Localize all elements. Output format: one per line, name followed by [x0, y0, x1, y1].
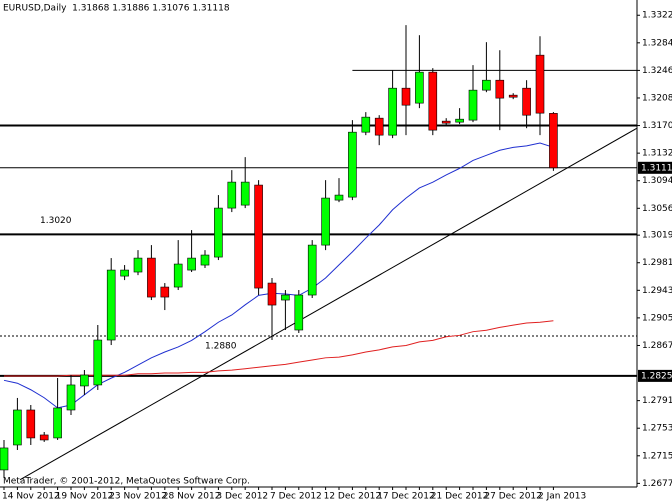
candle-body: [187, 257, 196, 271]
candle-body: [441, 120, 451, 124]
candle-body: [267, 282, 277, 306]
y-tick-label: 1.29810: [642, 258, 672, 268]
y-tick-label: 1.27910: [642, 396, 672, 406]
plot-area: [0, 25, 637, 481]
candle-body: [26, 409, 36, 439]
y-tick-label: 1.27530: [642, 424, 672, 434]
y-tick-label: 1.30190: [642, 231, 672, 241]
candle-body: [227, 181, 237, 209]
candle-body: [361, 116, 371, 133]
y-tick-label: 1.32080: [642, 93, 672, 103]
x-tick-label: 23 Nov 2012: [109, 492, 167, 502]
candle-body: [334, 194, 344, 201]
candle-body: [535, 54, 545, 114]
candle-body: [549, 113, 558, 169]
candle-body: [93, 339, 103, 386]
candle-body: [522, 87, 531, 116]
x-tick-label: 17 Dec 2012: [377, 492, 435, 502]
candle-body: [401, 87, 411, 106]
chart-title: EURUSD,Daily 1.31868 1.31886 1.31076 1.3…: [3, 4, 230, 14]
candle-body: [374, 117, 384, 136]
x-tick-label: 27 Dec 2012: [484, 492, 542, 502]
copyright: MetaTrader, © 2001-2012, MetaQuotes Soft…: [3, 477, 250, 487]
candle-body: [160, 286, 170, 298]
y-tick-label: 1.30560: [642, 204, 672, 214]
y-tick-label: 1.29050: [642, 313, 672, 323]
moving-average: [3, 142, 554, 409]
x-tick-label: 28 Nov 2012: [163, 492, 221, 502]
candle-body: [307, 244, 317, 296]
y-tick-label: 1.26770: [642, 479, 672, 489]
price-label-box: [638, 369, 672, 382]
candle-body: [214, 207, 223, 258]
x-tick-label: 12 Dec 2012: [324, 492, 382, 502]
x-tick-label: 7 Dec 2012: [270, 492, 322, 502]
candle-body: [200, 254, 210, 266]
x-tick-label: 14 Nov 2012: [2, 492, 60, 502]
candle-body: [0, 447, 9, 471]
candle-body: [147, 257, 156, 298]
candle-body: [388, 87, 397, 136]
price-label: 1.28251: [641, 371, 672, 381]
y-tick-label: 1.32840: [642, 38, 672, 48]
price-label-box: [638, 161, 672, 174]
candle-body: [482, 79, 491, 91]
candle-body: [66, 384, 76, 411]
candle-body: [173, 263, 183, 288]
y-tick-label: 1.28670: [642, 341, 672, 351]
candle-body: [254, 184, 263, 289]
y-tick-label: 1.27150: [642, 451, 672, 461]
y-tick-label: 1.33220: [642, 11, 672, 21]
candle-body: [120, 269, 129, 277]
candle-body: [240, 181, 250, 206]
trendline: [19, 128, 637, 481]
x-tick-label: 19 Nov 2012: [56, 492, 114, 502]
candle-body: [348, 131, 357, 198]
level-label: 1.3020: [40, 216, 72, 226]
x-tick-label: 21 Dec 2012: [431, 492, 489, 502]
candle-body: [428, 71, 438, 131]
candle-body: [53, 407, 62, 439]
candle-body: [415, 71, 424, 104]
y-tick-label: 1.31320: [642, 149, 672, 159]
candle-body: [455, 118, 464, 123]
candle-body: [495, 79, 505, 99]
candle-body: [321, 197, 330, 246]
candle-body: [39, 434, 49, 441]
price-label: 1.31118: [641, 163, 672, 173]
y-tick-label: 1.29430: [642, 286, 672, 296]
y-tick-label: 1.32460: [642, 66, 672, 76]
candle-body: [106, 269, 116, 341]
x-tick-label: 2 Jan 2013: [538, 492, 586, 502]
y-tick-label: 1.31700: [642, 121, 672, 131]
candle-body: [133, 257, 143, 273]
candle-body: [508, 94, 518, 98]
level-label: 1.2880: [205, 342, 237, 352]
candle-body: [468, 89, 478, 121]
y-tick-label: 1.30940: [642, 176, 672, 186]
candle-body: [80, 374, 89, 387]
candle-body: [281, 294, 290, 301]
x-tick-label: 3 Dec 2012: [216, 492, 268, 502]
candle-body: [13, 409, 22, 446]
candle-body: [294, 294, 304, 331]
